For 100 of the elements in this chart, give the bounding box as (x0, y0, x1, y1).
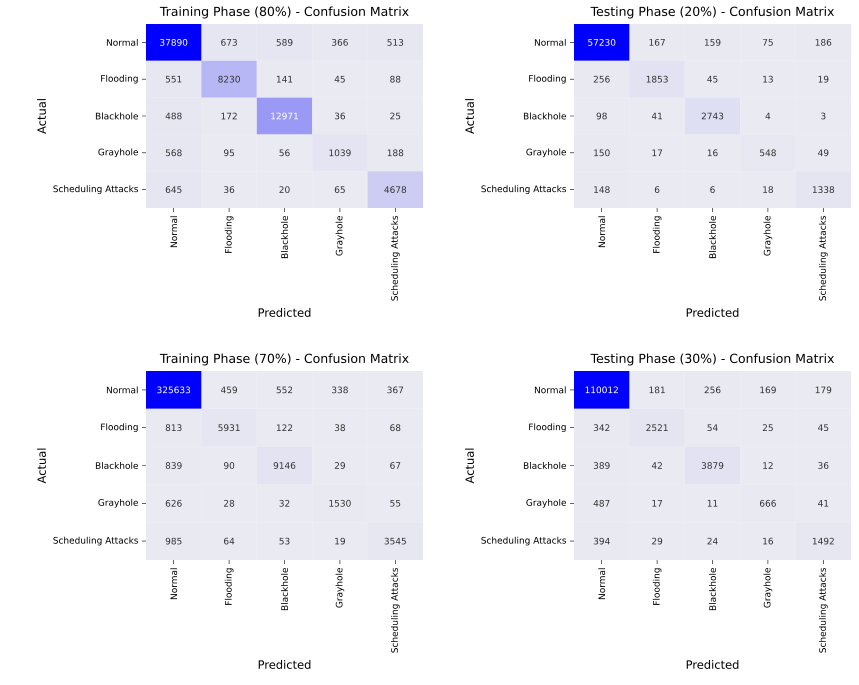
data-label: 188 (388, 149, 404, 156)
data-label: 169 (760, 386, 776, 394)
data-label: 42 (652, 462, 662, 469)
data-label: 8230 (218, 76, 240, 83)
chart-title: Testing Phase (30%) - Confusion Matrix (590, 353, 834, 366)
data-label: 64 (224, 538, 234, 544)
data-label: 186 (816, 39, 832, 46)
data-label: 552 (276, 386, 292, 394)
data-label: 24 (707, 538, 718, 544)
y-tick-label: Normal (534, 38, 566, 46)
y-tick-label: Grayhole (98, 148, 138, 158)
data-label: 36 (334, 112, 346, 120)
data-label: 1853 (646, 76, 668, 83)
x-tick-label: Flooding (652, 568, 662, 605)
x-tick-label: Normal (170, 568, 178, 600)
data-label: 29 (334, 462, 345, 469)
data-label: 839 (166, 462, 182, 469)
data-label: 4 (765, 112, 770, 120)
data-label: 394 (594, 538, 610, 544)
data-label: 487 (594, 500, 610, 507)
data-label: 2743 (702, 112, 724, 120)
data-label: 148 (594, 186, 610, 193)
x-tick-label: Scheduling Attacks (818, 216, 828, 301)
data-label: 17 (652, 150, 662, 156)
data-label: 4678 (384, 186, 406, 193)
data-label: 41 (652, 112, 662, 120)
data-label: 167 (650, 39, 665, 46)
data-label: 16 (763, 538, 774, 544)
data-label: 367 (387, 386, 404, 394)
y-tick-label: Normal (106, 38, 138, 46)
y-tick-label: Flooding (529, 74, 566, 84)
data-label: 98 (596, 112, 607, 120)
data-label: 645 (166, 186, 182, 193)
y-tick-label: Scheduling Attacks (481, 536, 566, 546)
data-label: 1530 (329, 500, 351, 507)
data-label: 513 (387, 39, 404, 46)
chart-title: Training Phase (80%) - Confusion Matrix (160, 6, 409, 19)
data-label: 16 (708, 149, 718, 156)
y-tick-label: Grayhole (526, 498, 566, 508)
x-tick-label: Scheduling Attacks (818, 568, 828, 653)
x-tick-label: Blackhole (281, 568, 288, 610)
data-label: 54 (707, 424, 718, 432)
x-tick-label: Normal (170, 216, 178, 248)
data-label: 29 (652, 538, 662, 544)
data-label: 1039 (329, 149, 351, 156)
data-label: 813 (166, 424, 182, 432)
data-label: 32 (279, 500, 290, 507)
y-tick-label: Blackhole (96, 112, 138, 120)
x-tick-label: Grayhole (764, 216, 772, 256)
x-tick-label: Grayhole (336, 568, 344, 608)
data-label: 6 (654, 186, 660, 193)
data-label: 53 (279, 538, 290, 544)
data-label: 11 (708, 500, 718, 507)
x-axis-title: Predicted (258, 308, 310, 317)
data-label: 41 (818, 500, 828, 507)
data-label: 19 (818, 76, 828, 83)
data-label: 25 (762, 424, 773, 432)
data-label: 172 (222, 112, 237, 120)
data-label: 55 (390, 500, 400, 507)
data-label: 150 (594, 149, 610, 156)
data-label: 45 (334, 76, 345, 83)
y-tick-label: Grayhole (526, 148, 566, 158)
x-tick-label: Blackhole (709, 568, 716, 610)
data-label: 45 (818, 424, 828, 432)
data-label: 325633 (157, 386, 190, 394)
y-axis-title: Actual (37, 448, 46, 484)
y-tick-label: Flooding (529, 423, 566, 432)
data-label: 181 (650, 386, 665, 394)
data-label: 488 (166, 112, 182, 120)
data-label: 366 (332, 39, 348, 46)
data-label: 95 (224, 149, 234, 156)
x-tick-label: Normal (598, 216, 606, 248)
data-label: 589 (276, 39, 292, 46)
data-label: 90 (224, 462, 234, 469)
x-axis-title: Predicted (258, 660, 310, 669)
data-label: 3545 (384, 538, 406, 544)
data-label: 3 (821, 112, 826, 120)
x-tick-label: Flooding (224, 216, 234, 253)
y-tick-label: Blackhole (524, 462, 566, 469)
data-label: 12971 (271, 112, 298, 120)
chart-title: Training Phase (70%) - Confusion Matrix (160, 353, 409, 366)
data-label: 9146 (274, 462, 296, 469)
data-label: 2521 (646, 424, 668, 432)
y-tick-label: Scheduling Attacks (481, 185, 566, 194)
data-label: 568 (166, 149, 182, 156)
data-label: 37890 (160, 39, 188, 46)
data-label: 985 (166, 538, 182, 544)
data-label: 75 (762, 39, 773, 46)
data-label: 548 (760, 149, 776, 156)
x-tick-label: Scheduling Attacks (390, 568, 400, 653)
y-tick-label: Normal (106, 386, 138, 394)
x-tick-label: Blackhole (709, 216, 716, 258)
x-tick-label: Normal (598, 568, 606, 600)
x-tick-label: Grayhole (336, 216, 344, 256)
y-axis-title: Actual (465, 448, 474, 484)
y-tick-label: Flooding (101, 423, 138, 432)
data-label: 67 (390, 462, 400, 469)
data-label: 673 (221, 39, 237, 46)
data-label: 56 (279, 149, 290, 156)
x-tick-label: Scheduling Attacks (390, 216, 400, 301)
